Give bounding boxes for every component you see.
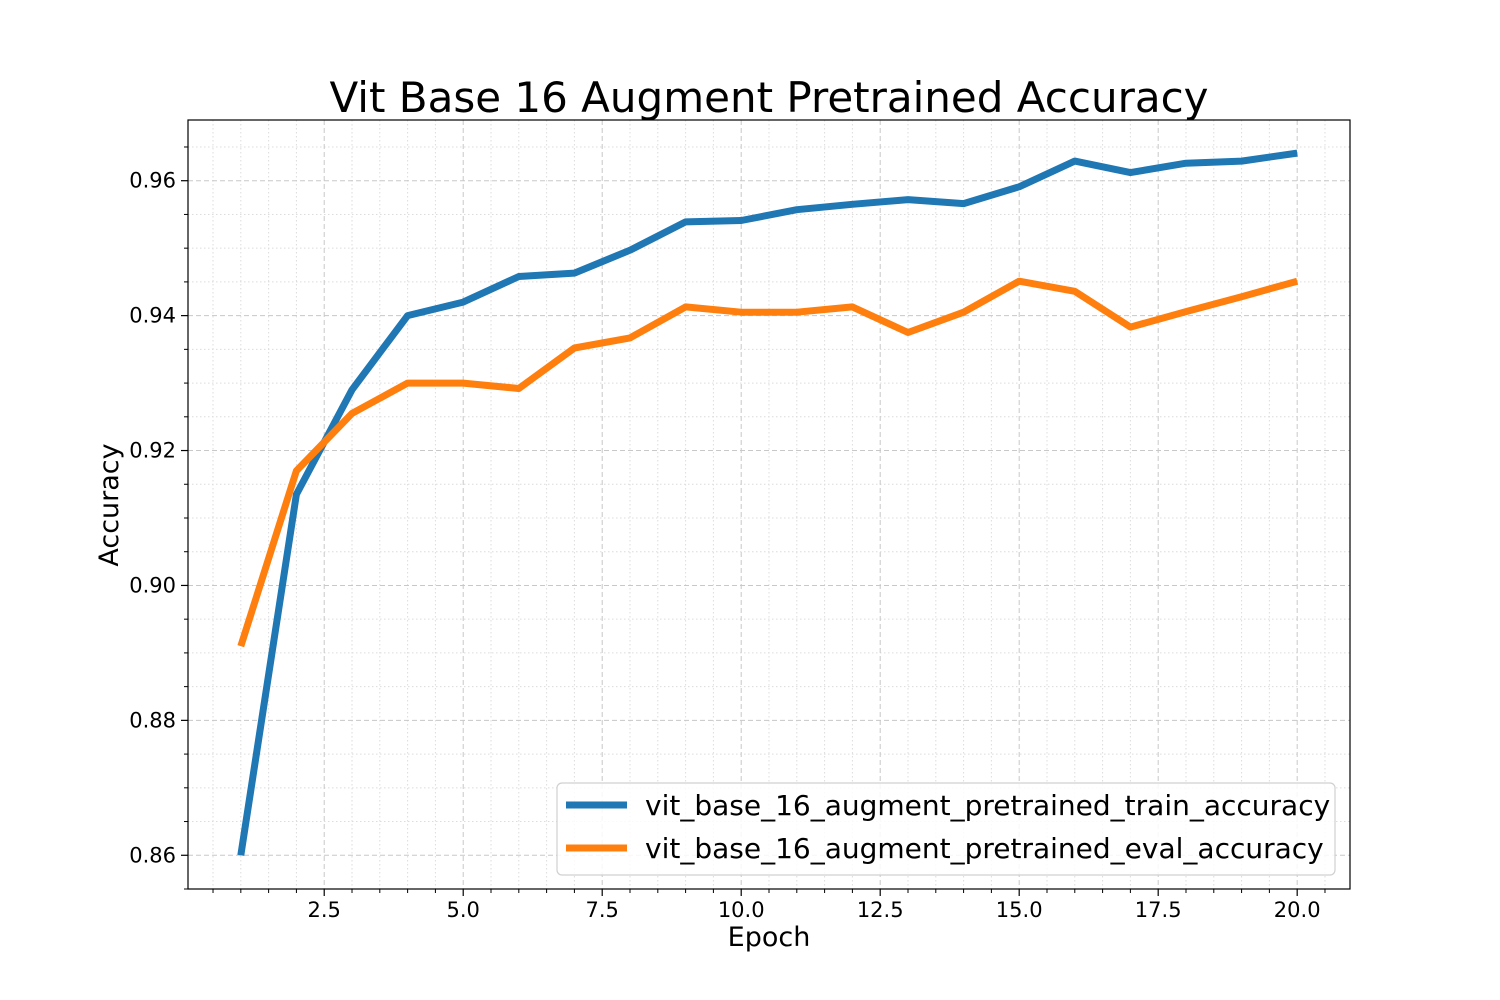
y-tick-label: 0.92 bbox=[129, 439, 176, 463]
x-tick-label: 15.0 bbox=[996, 898, 1043, 922]
series-line-train bbox=[237, 149, 1298, 856]
legend-label-eval: vit_base_16_augment_pretrained_eval_accu… bbox=[645, 832, 1324, 865]
y-tick-label: 0.86 bbox=[129, 843, 176, 867]
x-tick-label: 20.0 bbox=[1274, 898, 1321, 922]
axes: 2.5 5.0 7.5 10.0 12.5 15.0 17.5 20.0 0.86 0.88 0.9… bbox=[129, 119, 1351, 922]
chart-title: Vit Base 16 Augment Pretrained Accuracy bbox=[329, 73, 1208, 122]
x-tick-label: 2.5 bbox=[308, 898, 341, 922]
y-tick-label: 0.90 bbox=[129, 573, 176, 597]
x-tick-label: 7.5 bbox=[586, 898, 619, 922]
series-layer bbox=[237, 149, 1299, 856]
y-tick-label: 0.88 bbox=[129, 708, 176, 732]
legend: vit_base_16_augment_pretrained_train_acc… bbox=[556, 782, 1336, 876]
x-tick-label: 10.0 bbox=[718, 898, 765, 922]
y-tick-label: 0.96 bbox=[129, 169, 176, 193]
x-tick-label: 5.0 bbox=[447, 898, 480, 922]
legend-box bbox=[556, 782, 1336, 876]
x-tick-label: 17.5 bbox=[1135, 898, 1182, 922]
y-tick-label: 0.94 bbox=[129, 304, 176, 328]
series-line-eval bbox=[237, 277, 1299, 648]
x-axis-label: Epoch bbox=[728, 922, 811, 953]
legend-label-train: vit_base_16_augment_pretrained_train_acc… bbox=[645, 789, 1330, 822]
x-tick-label: 12.5 bbox=[857, 898, 904, 922]
y-axis-label: Accuracy bbox=[94, 443, 125, 566]
